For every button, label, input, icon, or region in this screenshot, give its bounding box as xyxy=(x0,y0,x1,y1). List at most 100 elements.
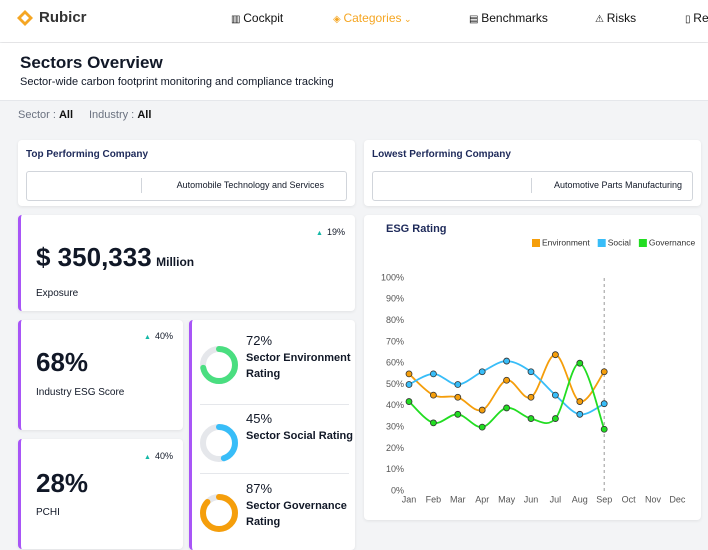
point xyxy=(430,391,437,399)
legend-swatch xyxy=(597,239,606,247)
nav-item[interactable]: ▥ Cockpit xyxy=(231,11,284,25)
y-tick-label: 0% xyxy=(391,485,404,495)
x-tick-label: May xyxy=(498,494,516,504)
legend-label: Governance xyxy=(649,237,696,247)
lowest-company-card: Lowest Performing Company Automotive Par… xyxy=(364,140,701,206)
x-tick-label: Apr xyxy=(475,494,489,504)
rating-label: Sector Social Rating xyxy=(246,430,353,442)
card-title: Lowest Performing Company xyxy=(372,149,511,160)
legend-label: Social xyxy=(608,237,631,247)
point xyxy=(503,376,511,384)
legend-swatch xyxy=(532,239,540,247)
y-tick-label: 60% xyxy=(386,358,404,368)
pchi-card: ▲ 40% 28% PCHI xyxy=(18,439,183,549)
nav-label: Re xyxy=(693,11,708,25)
point xyxy=(454,410,462,418)
nav-item[interactable]: ▤ Benchmarks xyxy=(469,11,548,25)
point xyxy=(478,406,486,414)
point xyxy=(405,381,413,388)
exposure-value: $ 350,333 Million xyxy=(36,242,194,273)
point xyxy=(527,393,535,401)
logo-icon xyxy=(17,10,33,26)
company-box: Automobile Technology and Services xyxy=(26,171,347,201)
page-subtitle: Sector-wide carbon footprint monitoring … xyxy=(20,76,334,88)
change: ▲ 40% xyxy=(144,451,173,461)
company-box: Automotive Parts Manufacturing xyxy=(372,171,693,201)
point xyxy=(600,368,608,376)
change: ▲ 40% xyxy=(144,331,173,341)
donut-arc xyxy=(200,424,238,462)
unit: Million xyxy=(156,255,195,269)
y-tick-label: 70% xyxy=(386,336,404,346)
brand[interactable]: Rubicr xyxy=(39,9,87,26)
company-name: Automobile Technology and Services xyxy=(176,180,324,190)
header: Sectors Overview Sector-wide carbon foot… xyxy=(0,43,708,101)
page-title: Sectors Overview xyxy=(20,53,163,72)
nav-item[interactable]: ▯ Re xyxy=(685,11,708,25)
y-tick-label: 100% xyxy=(381,272,404,282)
point xyxy=(478,368,486,376)
point xyxy=(478,423,486,431)
change-value: 40% xyxy=(154,331,173,341)
donut xyxy=(200,346,238,384)
point xyxy=(503,404,511,412)
point xyxy=(405,370,413,378)
legend-swatch xyxy=(638,239,647,247)
value: 28% xyxy=(36,468,89,498)
rating-value: 87% xyxy=(246,481,273,496)
y-tick-label: 50% xyxy=(386,379,404,389)
chart: ESG Rating 0% 10% 20% 30% 40% 50% 60% 70% 80% 90%… xyxy=(381,223,696,504)
x-tick-label: Aug xyxy=(572,494,588,504)
card-title: Top Performing Company xyxy=(26,149,149,160)
y-tick-label: 30% xyxy=(386,421,404,431)
chart-title: ESG Rating xyxy=(386,223,447,235)
point xyxy=(527,368,535,376)
change-value: 19% xyxy=(326,227,345,237)
point xyxy=(430,370,437,378)
point xyxy=(454,393,462,401)
filter[interactable]: Industry : All xyxy=(89,109,151,121)
point xyxy=(527,415,535,422)
point xyxy=(503,357,511,365)
point xyxy=(430,419,437,427)
company-name: Automotive Parts Manufacturing xyxy=(553,180,682,190)
chart-card: ESG Rating 0% 10% 20% 30% 40% 50% 60% 70% 80% 90%… xyxy=(364,215,701,520)
x-tick-label: Jul xyxy=(550,494,562,504)
point xyxy=(576,398,584,405)
score-card: ▲ 40% 68% Industry ESG Score xyxy=(18,320,183,430)
donut xyxy=(200,424,238,462)
rating-value: 72% xyxy=(246,333,273,348)
x-tick-label: Dec xyxy=(669,494,686,504)
x-tick-label: Sep xyxy=(596,494,612,504)
y-tick-label: 90% xyxy=(386,294,404,304)
filter-label: Sector : xyxy=(18,109,56,121)
label: Industry ESG Score xyxy=(36,387,125,398)
point xyxy=(600,425,608,433)
x-tick-label: Mar xyxy=(450,494,466,504)
filter[interactable]: Sector : All xyxy=(18,109,73,121)
x-tick-label: Nov xyxy=(645,494,662,504)
nav-item[interactable]: ⚠ Risks xyxy=(595,11,637,25)
rating-label: Sector Governance Rating xyxy=(246,500,347,528)
filter-label: Industry : xyxy=(89,109,135,121)
nav-bar: Rubicr ▥ Cockpit ◈ Categories ⌄ ▤ Benchm… xyxy=(0,0,708,42)
y-tick-label: 80% xyxy=(386,315,404,325)
x-tick-label: Feb xyxy=(426,494,442,504)
legend-label: Environment xyxy=(542,237,590,247)
ratings-card xyxy=(189,320,355,550)
point xyxy=(454,381,462,388)
exposure-card: ▲ 19% $ 350,333 Million Exposure xyxy=(18,215,355,311)
nav-label: Categories xyxy=(343,11,402,25)
point xyxy=(551,391,559,399)
x-tick-label: Jan xyxy=(402,494,417,504)
donut-arc xyxy=(200,494,238,532)
point xyxy=(600,400,608,408)
filter-value: All xyxy=(58,109,74,121)
point xyxy=(576,359,584,367)
nav-label: Cockpit xyxy=(243,11,284,25)
nav-item[interactable]: ◈ Categories ⌄ xyxy=(333,11,412,25)
point xyxy=(551,351,559,359)
change: ▲ 19% xyxy=(316,227,345,237)
label: Exposure xyxy=(36,288,79,299)
